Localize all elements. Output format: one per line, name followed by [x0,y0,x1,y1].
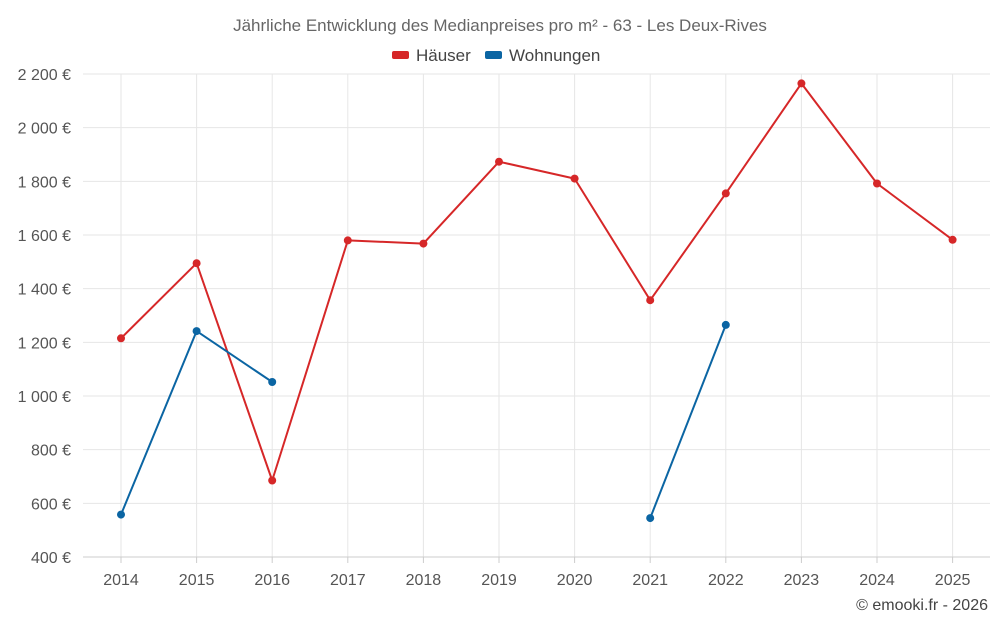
legend-item-haeuser[interactable]: Häuser [392,46,471,65]
x-tick-label: 2015 [179,572,215,589]
legend-label-wohnungen: Wohnungen [509,46,600,65]
data-point-wohnungen[interactable] [721,320,730,329]
data-point-haeuser[interactable] [646,296,655,305]
data-point-haeuser[interactable] [419,239,428,248]
y-tick-label: 1 400 € [18,282,71,299]
data-point-wohnungen[interactable] [268,378,277,386]
x-tick-label: 2022 [708,572,744,589]
x-tick-label: 2024 [859,572,895,589]
data-point-wohnungen[interactable] [646,514,655,523]
series-wohnungen [117,320,730,523]
y-tick-label: 1 600 € [18,228,71,245]
x-tick-label: 2023 [784,572,820,589]
legend-label-haeuser: Häuser [416,46,471,65]
data-point-wohnungen[interactable] [192,327,201,336]
x-tick-label: 2019 [481,572,517,589]
data-point-haeuser[interactable] [797,79,806,88]
x-tick-label: 2025 [935,572,971,589]
series-line-wohnungen [649,324,727,519]
series-line-haeuser [120,82,954,482]
x-tick-label: 2018 [406,572,442,589]
data-point-haeuser[interactable] [343,236,352,245]
data-point-haeuser[interactable] [117,334,125,343]
y-tick-label: 800 € [31,443,71,460]
x-tick-label: 2021 [632,572,668,589]
data-point-haeuser[interactable] [873,179,881,188]
series [117,79,957,523]
y-axis-ticks: 400 € 600 € 800 € 1 000 € 1 200 € 1 400 € 1 60… [18,67,71,567]
legend-swatch-wohnungen [485,51,502,59]
credit-text: © emooki.fr - 2026 [856,597,988,614]
data-point-haeuser[interactable] [268,476,277,485]
data-point-haeuser[interactable] [495,157,503,166]
x-axis-ticks: 2014 2015 2016 2017 2018 2019 2020 2021 2022 2023… [103,557,970,589]
y-tick-label: 1 800 € [18,174,71,191]
y-tick-label: 2 200 € [18,67,71,84]
y-tick-label: 1 000 € [18,389,71,406]
data-point-haeuser[interactable] [192,259,201,268]
data-point-haeuser[interactable] [570,174,579,183]
y-tick-label: 1 200 € [18,335,71,352]
x-tick-label: 2020 [557,572,593,589]
series-haeuser [117,79,957,485]
data-point-haeuser[interactable] [948,235,957,244]
y-tick-label: 600 € [31,496,71,513]
x-tick-label: 2014 [103,572,139,589]
data-point-haeuser[interactable] [721,189,730,198]
grid [83,73,990,557]
y-tick-label: 400 € [31,550,71,567]
x-tick-label: 2017 [330,572,366,589]
y-tick-label: 2 000 € [18,121,71,138]
legend-item-wohnungen[interactable]: Wohnungen [485,46,600,65]
data-point-wohnungen[interactable] [117,510,125,519]
legend: Häuser Wohnungen [392,46,600,65]
x-tick-label: 2016 [254,572,290,589]
chart-title: Jährliche Entwicklung des Medianpreises … [233,16,767,35]
legend-swatch-haeuser [392,51,409,59]
